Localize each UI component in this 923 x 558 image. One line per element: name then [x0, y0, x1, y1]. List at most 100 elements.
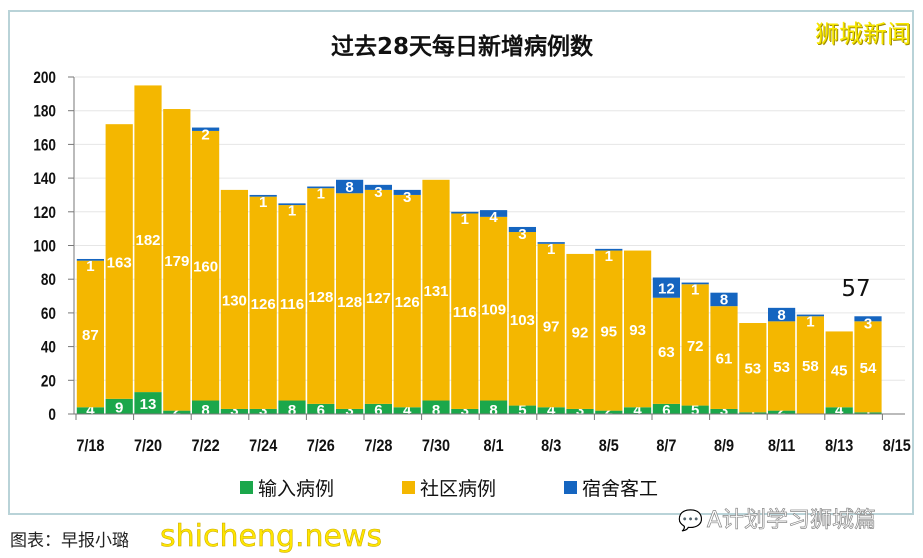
- bar-segment: [307, 403, 335, 414]
- data-label: 3: [230, 402, 238, 419]
- bar-segment: [278, 205, 306, 401]
- x-tick-label: 7/24: [249, 437, 277, 455]
- bar-segment: [220, 408, 248, 414]
- x-tick-label: 7/26: [307, 437, 335, 455]
- bar-segment: [192, 127, 220, 131]
- bar-segment: [278, 400, 306, 414]
- bar-segment: [336, 408, 364, 414]
- data-label: 1: [547, 241, 555, 258]
- bar-segment: [163, 109, 191, 411]
- data-label: 3: [720, 402, 728, 419]
- bar-segment: [768, 321, 796, 411]
- data-label: 1: [86, 258, 94, 275]
- bar-segment: [681, 284, 709, 406]
- y-tick-label: 140: [33, 170, 56, 189]
- data-label: 128: [337, 294, 362, 311]
- data-label: 8: [288, 402, 296, 419]
- data-label: 58: [802, 358, 819, 375]
- bar-segment: [537, 242, 565, 244]
- data-label: 1: [605, 248, 613, 265]
- bar-segment: [364, 189, 392, 404]
- bar-segment: [76, 260, 104, 408]
- watermark-top: 狮城新闻: [815, 20, 911, 48]
- data-label: 92: [572, 324, 589, 341]
- bar-segment: [364, 184, 392, 190]
- bar-segment: [854, 321, 882, 413]
- bar-segment: [307, 188, 335, 404]
- bar-segment: [508, 226, 536, 233]
- y-tick-label: 100: [33, 237, 56, 256]
- data-label: 109: [481, 302, 506, 319]
- data-label: 9: [115, 399, 123, 416]
- data-label: 97: [543, 319, 560, 336]
- x-tick-label: 8/11: [768, 437, 796, 455]
- data-label: 126: [395, 294, 420, 311]
- bar-segment: [480, 400, 508, 414]
- data-label: 5: [518, 402, 526, 419]
- bar-segment: [681, 282, 709, 285]
- data-label: 54: [860, 360, 877, 377]
- data-label: 72: [687, 338, 704, 355]
- bar-segment: [134, 392, 162, 414]
- data-label: 8: [777, 307, 785, 324]
- data-label: 8: [720, 292, 728, 309]
- bar-segment: [163, 410, 191, 414]
- data-label: 163: [107, 255, 132, 272]
- data-label: 126: [251, 296, 276, 313]
- wechat-icon: 💬: [678, 508, 704, 533]
- bar-segment: [451, 213, 479, 409]
- data-label: 63: [658, 344, 675, 361]
- data-label: 103: [510, 312, 535, 329]
- bar-segment: [422, 400, 450, 414]
- y-tick-label: 120: [33, 203, 56, 222]
- total-annotation: 57: [841, 276, 870, 302]
- bar-segment: [278, 203, 306, 206]
- x-tick-label: 8/13: [825, 437, 853, 455]
- bar-segment: [451, 408, 479, 414]
- x-tick-label: 8/3: [541, 437, 561, 455]
- bar-segment: [854, 316, 882, 322]
- bar-segment: [595, 250, 623, 411]
- data-label: 45: [831, 362, 848, 379]
- data-label: 3: [259, 402, 267, 419]
- bar-segment: [249, 194, 277, 197]
- bar-segment: [393, 407, 421, 414]
- bar-segment: [220, 189, 248, 409]
- data-label: 1: [288, 202, 296, 219]
- x-tick-label: 7/20: [134, 437, 162, 455]
- bar-segment: [307, 186, 335, 189]
- data-label: 3: [461, 402, 469, 419]
- bar-segment: [796, 316, 824, 414]
- bar-segment: [192, 400, 220, 414]
- x-tick-label: 7/28: [364, 437, 392, 455]
- bar-segment: [652, 297, 680, 404]
- bar-segment: [105, 124, 133, 399]
- data-label: 3: [576, 402, 584, 419]
- bar-segment: [595, 410, 623, 414]
- x-tick-label: 8/15: [883, 437, 911, 455]
- bar-segment: [480, 216, 508, 401]
- legend-swatch: [402, 481, 415, 494]
- bar-segment: [768, 307, 796, 322]
- bar-segment: [480, 210, 508, 217]
- data-label: 4: [489, 209, 498, 226]
- x-tick-label: 8/1: [484, 437, 504, 455]
- data-label: 2: [201, 127, 209, 144]
- data-label: 4: [547, 402, 556, 419]
- bar-segment: [768, 410, 796, 414]
- data-label: 3: [864, 315, 872, 332]
- data-label: 1: [259, 194, 267, 211]
- bar-segment: [710, 408, 738, 414]
- bar-segment: [624, 250, 652, 408]
- bar-segment: [76, 407, 104, 414]
- bar-segment: [681, 405, 709, 414]
- y-tick-label: 0: [48, 406, 56, 425]
- bar-segment: [249, 408, 277, 414]
- watermark-right: 💬 A计划学习狮城篇: [678, 502, 877, 534]
- x-tick-label: 8/5: [599, 437, 619, 455]
- data-label: 1: [317, 186, 325, 203]
- bar-segment: [825, 331, 853, 408]
- bar-segment: [393, 194, 421, 408]
- bar-segment: [796, 314, 824, 317]
- data-label: 116: [453, 304, 477, 321]
